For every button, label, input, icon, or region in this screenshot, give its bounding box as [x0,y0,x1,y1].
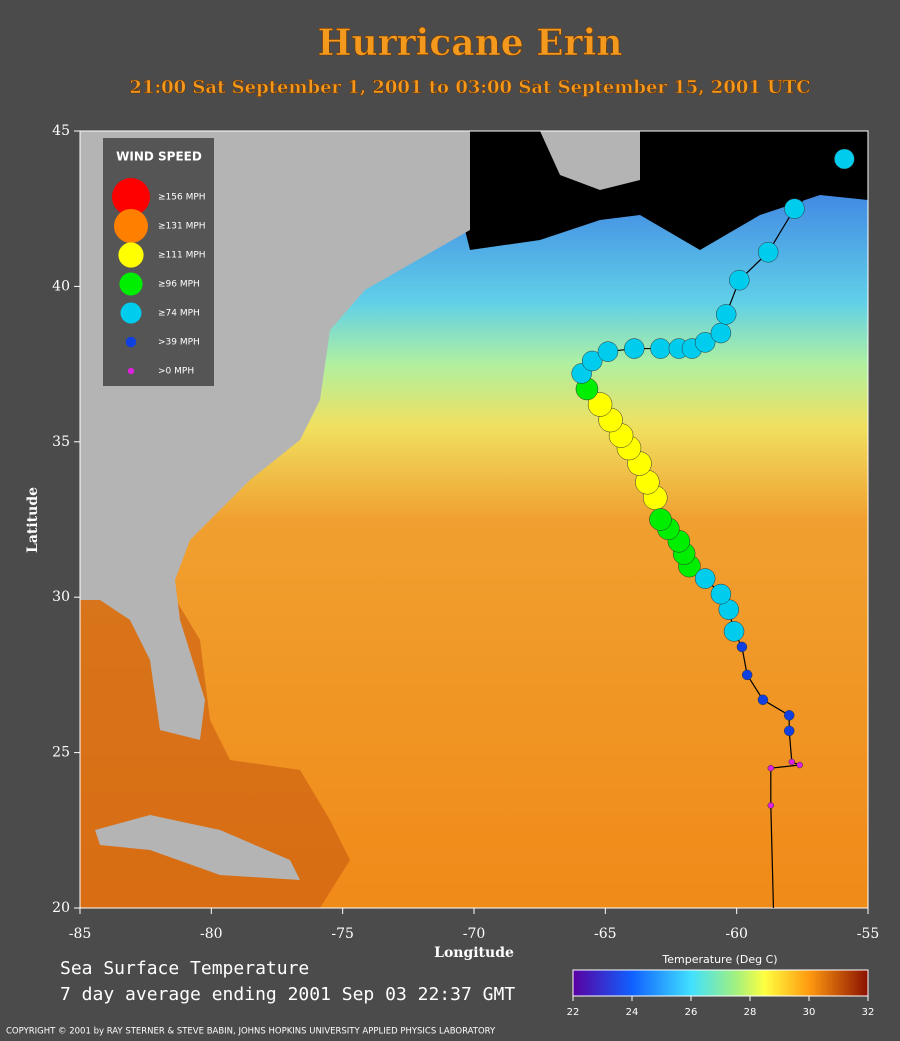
legend-box [103,138,214,386]
x-tick-label: -70 [463,926,486,942]
track-point [729,269,750,291]
track-point [757,694,769,706]
colorbar-tick-label: 32 [862,1007,875,1018]
track-point [784,198,805,219]
track-point [741,669,753,681]
y-tick-label: 45 [52,123,70,139]
y-tick-label: 40 [52,278,70,294]
track-point [788,758,796,766]
legend-label: ≥74 MPH [158,309,200,319]
legend-label: ≥111 MPH [158,251,206,261]
colorbar-tick-label: 28 [744,1007,757,1018]
x-tick-label: -60 [725,926,748,942]
legend-marker [118,242,144,268]
copyright: COPYRIGHT © 2001 by RAY STERNER & STEVE … [6,1027,496,1037]
track-point [581,350,603,372]
track-point [649,508,672,531]
legend-label: ≥156 MPH [158,193,206,203]
track-point [783,725,795,737]
y-tick-label: 30 [52,589,70,605]
track-point [650,338,671,359]
x-tick-label: -75 [331,926,354,942]
track-point [694,332,716,353]
y-axis-label: Latitude [25,487,41,553]
legend-label: >39 MPH [158,338,200,348]
track-point [623,338,645,359]
y-tick-label: 35 [52,434,70,450]
track-point [710,583,732,605]
x-tick-label: -55 [857,926,880,942]
track-point [767,764,775,772]
legend-marker [119,272,143,296]
colorbar [572,969,869,997]
legend-label: ≥131 MPH [158,222,206,232]
colorbar-tick-label: 30 [803,1007,816,1018]
y-tick-label: 20 [52,900,70,916]
legend-marker [120,302,142,324]
legend-label: ≥96 MPH [158,280,200,290]
track-point [597,341,619,362]
caption: 7 day average ending 2001 Sep 03 22:37 G… [60,984,515,1005]
track-point [834,148,855,170]
legend-title: WIND SPEED [116,150,202,164]
x-axis-label: Longitude [434,945,514,961]
legend-marker [125,336,137,348]
legend-marker [127,367,135,375]
chart-title: Hurricane Erin [318,22,623,64]
colorbar-tick-label: 26 [685,1007,698,1018]
colorbar-tick-label: 24 [626,1007,639,1018]
chart-subtitle: 21:00 Sat September 1, 2001 to 03:00 Sat… [129,77,810,98]
track-point [723,621,745,642]
caption: Sea Surface Temperature [60,958,309,979]
y-tick-label: 25 [52,745,70,761]
track-point [767,802,775,809]
track-point [783,710,795,721]
legend-marker [112,178,150,216]
track-point [587,392,613,417]
colorbar-tick-label: 22 [567,1007,580,1018]
track-point [694,568,716,589]
x-tick-label: -85 [69,926,92,942]
track-point [736,641,748,653]
track-point [757,241,779,263]
legend-label: >0 MPH [158,367,194,377]
x-tick-label: -80 [200,926,223,942]
legend-marker [114,209,148,243]
x-tick-label: -65 [594,926,617,942]
track-point [796,761,803,769]
track-point [710,322,732,344]
track-point [715,304,737,325]
colorbar-label: Temperature (Deg C) [661,953,777,966]
